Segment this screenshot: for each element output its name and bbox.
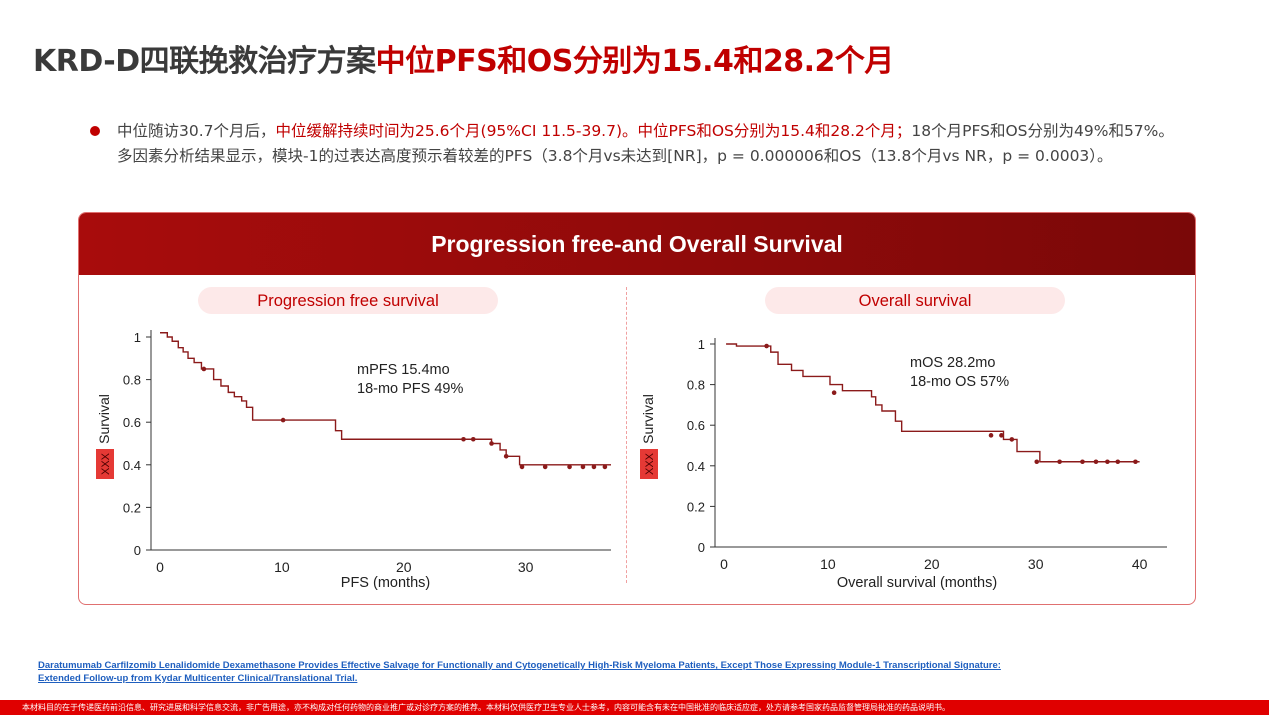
os-y-tick-label: 0 bbox=[698, 540, 705, 555]
os-y-marker-box bbox=[640, 449, 658, 479]
pfs-x-tick-label: 10 bbox=[274, 559, 290, 575]
panel-title: Progression free-and Overall Survival bbox=[431, 231, 843, 257]
os-censor-mark bbox=[1093, 459, 1099, 465]
pfs-censor-mark bbox=[503, 453, 509, 459]
pfs-x-label: PFS (months) bbox=[341, 575, 430, 591]
pfs-x-tick-label: 20 bbox=[396, 559, 412, 575]
summary-seg3: 18个月PFS和OS分别为49%和57%。多因素分析结果显示，模块-1的过表达高… bbox=[117, 122, 1174, 165]
os-y-tick-label: 0.8 bbox=[687, 378, 705, 393]
os-censor-mark bbox=[764, 343, 769, 349]
os-annotation-line: mOS 28.2mo bbox=[910, 355, 995, 371]
os-censor-mark bbox=[1115, 459, 1121, 465]
reference-line1[interactable]: Daratumumab Carfilzomib Lenalidomide Dex… bbox=[38, 660, 1001, 671]
os-x-tick-label: 40 bbox=[1132, 556, 1148, 572]
os-y-tick-label: 0.6 bbox=[687, 418, 705, 433]
os-censor-mark bbox=[1009, 437, 1015, 442]
pfs-x-tick-label: 0 bbox=[156, 559, 164, 575]
survival-panel: Progression free-and Overall Survival Pr… bbox=[78, 212, 1196, 605]
pfs-censor-mark bbox=[461, 436, 466, 442]
pfs-y-marker-box bbox=[96, 449, 114, 479]
pfs-censor-mark bbox=[602, 464, 608, 470]
os-censor-mark bbox=[1133, 459, 1138, 465]
os-survival-curve bbox=[726, 343, 1140, 463]
disclaimer-bar bbox=[0, 700, 1269, 715]
disclaimer-text: 本材料目的在于传递医药前沿信息、研究进展和科学信息交流，非广告用途，亦不构成对任… bbox=[22, 703, 950, 712]
os-censor-mark bbox=[831, 390, 837, 396]
page-title-part1: KRD-D四联挽救治疗方案 bbox=[33, 44, 376, 79]
pfs-subtitle-pill bbox=[198, 287, 498, 314]
os-y-label: Survival bbox=[640, 394, 656, 444]
os-x-tick-label: 30 bbox=[1028, 556, 1044, 572]
pfs-survival-curve bbox=[160, 332, 611, 466]
os-x-tick-label: 10 bbox=[820, 556, 836, 572]
pfs-y-marker: XXX bbox=[100, 452, 112, 475]
panel-header bbox=[79, 213, 1195, 275]
pfs-censor-mark bbox=[470, 436, 476, 442]
panel-divider bbox=[626, 287, 627, 583]
os-subtitle-pill bbox=[765, 287, 1065, 314]
os-x-tick-label: 20 bbox=[924, 556, 940, 572]
pfs-censor-mark bbox=[201, 366, 207, 372]
pfs-x-tick-label: 30 bbox=[518, 559, 534, 575]
os-censor-mark bbox=[988, 433, 994, 438]
pfs-censor-mark bbox=[280, 417, 286, 423]
reference-link[interactable]: Daratumumab Carfilzomib Lenalidomide Dex… bbox=[38, 660, 1078, 685]
page-title: KRD-D四联挽救治疗方案中位PFS和OS分别为15.4和28.2个月 bbox=[33, 36, 894, 80]
os-censor-mark bbox=[1080, 459, 1085, 465]
pfs-subtitle: Progression free survival bbox=[257, 292, 439, 310]
summary-text: 中位随访30.7个月后，中位缓解持续时间为25.6个月(95%CI 11.5-3… bbox=[117, 119, 1177, 169]
os-censor-mark bbox=[1105, 459, 1110, 465]
km-charts: Progression free survival00.20.40.60.810… bbox=[96, 287, 1167, 591]
summary-seg2-highlight: 中位缓解持续时间为25.6个月(95%CI 11.5-39.7)。中位PFS和O… bbox=[275, 122, 912, 140]
pfs-censor-mark bbox=[519, 464, 525, 470]
pfs-censor-mark bbox=[567, 464, 572, 470]
page-title-part2: 中位PFS和OS分别为15.4和28.2个月 bbox=[375, 44, 895, 79]
os-annotation-line: 18-mo OS 57% bbox=[910, 374, 1009, 390]
pfs-y-tick-label: 0.6 bbox=[123, 415, 141, 430]
pfs-annotation-line: mPFS 15.4mo bbox=[357, 362, 450, 378]
pfs-y-tick-label: 0 bbox=[134, 543, 141, 558]
pfs-censor-mark bbox=[580, 464, 586, 470]
pfs-y-tick-label: 0.8 bbox=[123, 373, 141, 388]
os-x-label: Overall survival (months) bbox=[837, 575, 997, 591]
os-y-marker: XXX bbox=[644, 452, 656, 475]
summary-seg1: 中位随访30.7个月后， bbox=[117, 122, 276, 140]
os-y-tick-label: 1 bbox=[698, 337, 705, 352]
pfs-y-label: Survival bbox=[96, 394, 112, 444]
pfs-y-tick-label: 1 bbox=[134, 330, 141, 345]
pfs-censor-mark bbox=[489, 441, 494, 446]
os-subtitle: Overall survival bbox=[859, 292, 972, 310]
os-x-tick-label: 0 bbox=[720, 556, 728, 572]
pfs-censor-mark bbox=[542, 464, 548, 470]
os-y-tick-label: 0.2 bbox=[687, 499, 705, 514]
os-censor-mark bbox=[1057, 459, 1062, 465]
os-censor-mark bbox=[999, 433, 1004, 438]
reference-line2[interactable]: Extended Follow-up from Kydar Multicente… bbox=[38, 672, 358, 684]
bullet-dot-icon bbox=[90, 126, 100, 136]
os-y-tick-label: 0.4 bbox=[687, 459, 705, 474]
os-censor-mark bbox=[1034, 459, 1040, 465]
pfs-annotation-line: 18-mo PFS 49% bbox=[357, 381, 463, 397]
pfs-y-tick-label: 0.4 bbox=[123, 458, 141, 473]
pfs-y-tick-label: 0.2 bbox=[123, 500, 141, 515]
pfs-censor-mark bbox=[591, 464, 597, 470]
